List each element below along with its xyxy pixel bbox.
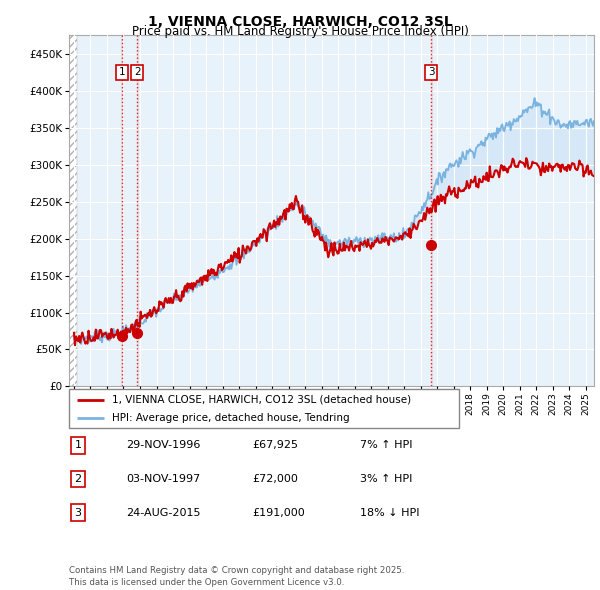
Text: 1: 1 <box>74 441 82 450</box>
Text: 3: 3 <box>428 67 434 77</box>
Bar <box>137 35 138 386</box>
Text: £191,000: £191,000 <box>252 508 305 517</box>
Text: 24-AUG-2015: 24-AUG-2015 <box>126 508 200 517</box>
Bar <box>121 35 123 386</box>
Text: 2: 2 <box>74 474 82 484</box>
Text: £67,925: £67,925 <box>252 441 298 450</box>
Text: Contains HM Land Registry data © Crown copyright and database right 2025.
This d: Contains HM Land Registry data © Crown c… <box>69 566 404 587</box>
Text: 18% ↓ HPI: 18% ↓ HPI <box>360 508 419 517</box>
Text: HPI: Average price, detached house, Tendring: HPI: Average price, detached house, Tend… <box>112 413 350 423</box>
Text: 29-NOV-1996: 29-NOV-1996 <box>126 441 200 450</box>
Text: 7% ↑ HPI: 7% ↑ HPI <box>360 441 413 450</box>
Text: 3% ↑ HPI: 3% ↑ HPI <box>360 474 412 484</box>
Text: Price paid vs. HM Land Registry's House Price Index (HPI): Price paid vs. HM Land Registry's House … <box>131 25 469 38</box>
Text: 03-NOV-1997: 03-NOV-1997 <box>126 474 200 484</box>
Text: 3: 3 <box>74 508 82 517</box>
Text: 1, VIENNA CLOSE, HARWICH, CO12 3SL: 1, VIENNA CLOSE, HARWICH, CO12 3SL <box>148 15 452 29</box>
Text: 1: 1 <box>119 67 125 77</box>
Text: 1, VIENNA CLOSE, HARWICH, CO12 3SL (detached house): 1, VIENNA CLOSE, HARWICH, CO12 3SL (deta… <box>112 395 411 405</box>
Text: £72,000: £72,000 <box>252 474 298 484</box>
Bar <box>431 35 432 386</box>
Text: 2: 2 <box>134 67 140 77</box>
FancyBboxPatch shape <box>69 389 459 428</box>
